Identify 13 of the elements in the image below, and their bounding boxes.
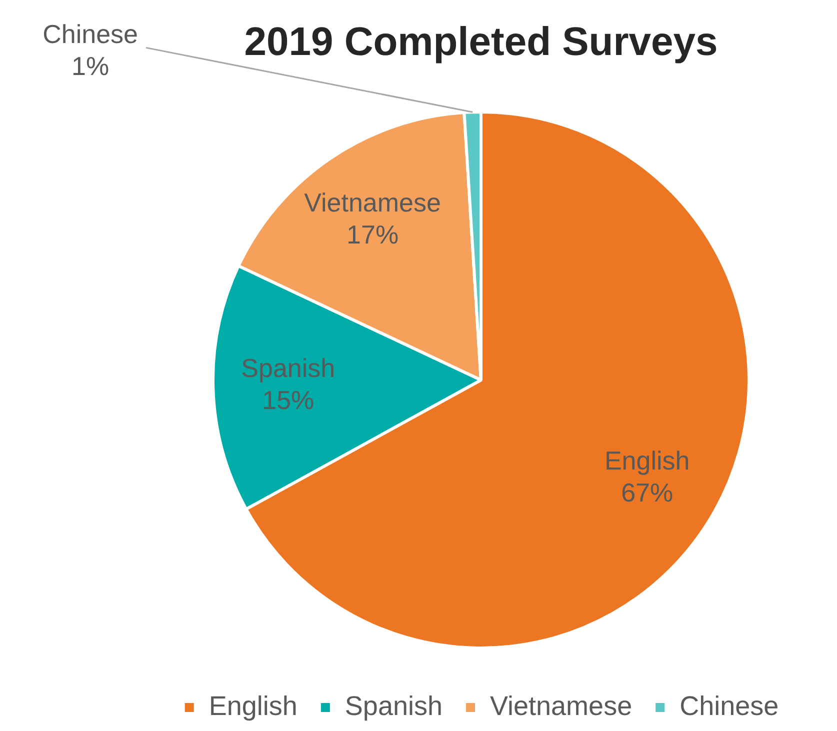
- data-label: 15%: [262, 385, 314, 416]
- legend-label: English: [208, 690, 298, 721]
- data-label: 67%: [621, 477, 674, 508]
- legend-label: Chinese: [680, 690, 779, 721]
- slice-label: Vietnamese: [304, 188, 441, 218]
- legend-label: Spanish: [344, 690, 442, 721]
- legend-label: Vietnamese: [490, 690, 632, 721]
- data-label: 1%: [72, 50, 110, 81]
- slice-label: Spanish: [241, 353, 336, 384]
- slice-label: Chinese: [42, 18, 138, 49]
- chart-title: 2019 Completed Surveys: [244, 20, 718, 64]
- slice-label: English: [604, 445, 690, 476]
- data-label: 17%: [346, 220, 399, 250]
